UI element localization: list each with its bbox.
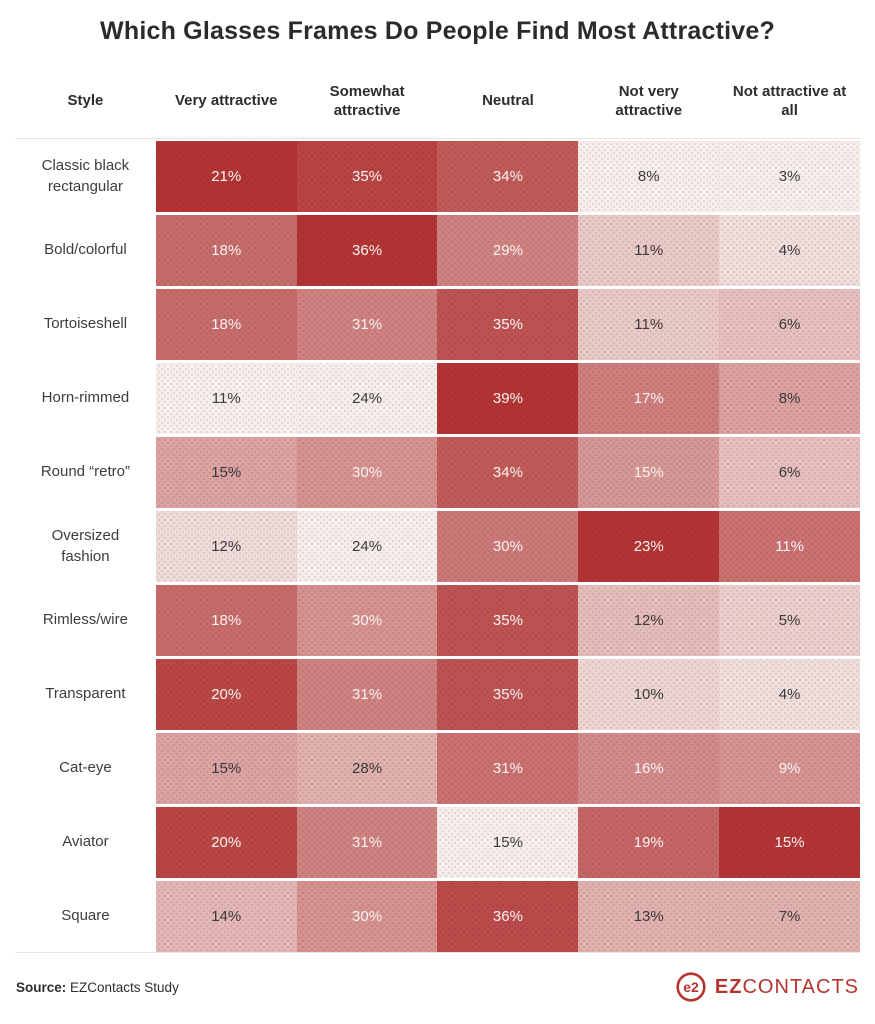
row-label: Square xyxy=(15,881,156,952)
row-label: Bold/colorful xyxy=(15,215,156,286)
heatmap-cell: 30% xyxy=(296,585,438,656)
heatmap-cell: 34% xyxy=(437,437,579,508)
heatmap-cell: 39% xyxy=(437,363,579,434)
row-label: Tortoiseshell xyxy=(15,289,156,360)
heatmap-cell: 12% xyxy=(155,511,297,582)
wordmark-ez: EZ xyxy=(714,975,743,998)
heatmap-cell: 15% xyxy=(437,807,579,878)
heatmap-cell: 6% xyxy=(719,289,860,360)
heatmap-cell: 11% xyxy=(578,289,720,360)
page-title: Which Glasses Frames Do People Find Most… xyxy=(100,17,775,45)
table-row: Aviator 20% 31% 15% 19% 15% xyxy=(15,807,860,878)
heatmap-cell: 19% xyxy=(578,807,720,878)
table-row: Rimless/wire 18% 30% 35% 12% 5% xyxy=(15,585,860,656)
ezcontacts-wordmark: EZCONTACTS xyxy=(715,976,859,999)
heatmap-cell: 15% xyxy=(578,437,720,508)
heatmap-cell: 16% xyxy=(578,733,720,804)
heatmap-cell: 13% xyxy=(578,881,720,952)
heatmap-cell: 12% xyxy=(578,585,720,656)
row-label: Round “retro” xyxy=(15,437,156,508)
column-header-3: Neutral xyxy=(482,92,534,110)
heatmap-cell: 18% xyxy=(155,215,297,286)
heatmap-cell: 7% xyxy=(719,881,860,952)
heatmap-cell: 15% xyxy=(155,437,297,508)
column-header-2: Somewhat attractive xyxy=(329,82,405,120)
row-label: Rimless/wire xyxy=(15,585,156,656)
heatmap-cell: 35% xyxy=(437,289,579,360)
heatmap-cell: 31% xyxy=(437,733,579,804)
column-header-5: Not attractive at all xyxy=(732,82,847,120)
heatmap-cell: 11% xyxy=(578,215,720,286)
heatmap-cell: 11% xyxy=(719,511,860,582)
heatmap-cell: 30% xyxy=(296,437,438,508)
table-row: Classic black rectangular 21% 35% 34% 8% 3% xyxy=(15,141,860,212)
heatmap-cell: 36% xyxy=(296,215,438,286)
heatmap-cell: 31% xyxy=(296,807,438,878)
heatmap-cell: 35% xyxy=(437,585,579,656)
heatmap-cell: 8% xyxy=(578,141,720,212)
heatmap-cell: 15% xyxy=(155,733,297,804)
heatmap-cell: 6% xyxy=(719,437,860,508)
column-header-style: Style xyxy=(67,92,104,110)
heatmap-cell: 10% xyxy=(578,659,720,730)
heatmap-cell: 8% xyxy=(719,363,860,434)
source-note: Source: EZContacts Study xyxy=(16,980,179,995)
heatmap-cell: 29% xyxy=(437,215,579,286)
row-label: Transparent xyxy=(15,659,156,730)
heatmap-cell: 34% xyxy=(437,141,579,212)
heatmap-cell: 28% xyxy=(296,733,438,804)
table-row: Oversized fashion 12% 24% 30% 23% 11% xyxy=(15,511,860,582)
heatmap-cell: 30% xyxy=(296,881,438,952)
heatmap-cell: 11% xyxy=(155,363,297,434)
row-label: Aviator xyxy=(15,807,156,878)
heatmap-cell: 31% xyxy=(296,659,438,730)
row-label: Oversized fashion xyxy=(15,511,156,582)
heatmap-cell: 15% xyxy=(719,807,860,878)
wordmark-contacts: CONTACTS xyxy=(742,975,859,998)
heatmap-cell: 23% xyxy=(578,511,720,582)
column-header-4: Not very attractive xyxy=(615,82,683,120)
ezcontacts-logo-icon: e2 xyxy=(676,972,706,1002)
table-row: Square 14% 30% 36% 13% 7% xyxy=(15,881,860,952)
row-label: Classic black rectangular xyxy=(15,141,156,212)
table-row: Tortoiseshell 18% 31% 35% 11% 6% xyxy=(15,289,860,360)
heatmap-cell: 3% xyxy=(719,141,860,212)
source-text: EZContacts Study xyxy=(66,979,179,995)
table-row: Round “retro” 15% 30% 34% 15% 6% xyxy=(15,437,860,508)
heatmap-cell: 35% xyxy=(296,141,438,212)
heatmap-cell: 4% xyxy=(719,659,860,730)
ezcontacts-logo: e2 EZCONTACTS xyxy=(675,971,859,1003)
logo-mark-glyph: e2 xyxy=(683,979,699,995)
heatmap-cell: 36% xyxy=(437,881,579,952)
heatmap-cell: 4% xyxy=(719,215,860,286)
heatmap-rows: Classic black rectangular 21% 35% 34% 8% 3% Bo… xyxy=(15,141,860,953)
table-row: Bold/colorful 18% 36% 29% 11% 4% xyxy=(15,215,860,286)
heatmap-cell: 24% xyxy=(296,511,438,582)
table-row: Transparent 20% 31% 35% 10% 4% xyxy=(15,659,860,730)
source-label: Source: xyxy=(16,979,67,995)
table-row: Horn-rimmed 11% 24% 39% 17% 8% xyxy=(15,363,860,434)
heatmap-cell: 17% xyxy=(578,363,720,434)
table-header-row: Style Very attractive Somewhat attractive N… xyxy=(15,64,860,139)
row-label: Horn-rimmed xyxy=(15,363,156,434)
heatmap-cell: 31% xyxy=(296,289,438,360)
footer: Source: EZContacts Study e2 EZCONTACTS xyxy=(0,955,875,1019)
heatmap-table: Style Very attractive Somewhat attractive N… xyxy=(15,64,860,953)
heatmap-cell: 14% xyxy=(155,881,297,952)
heatmap-cell: 35% xyxy=(437,659,579,730)
heatmap-cell: 18% xyxy=(155,289,297,360)
column-header-1: Very attractive xyxy=(174,92,278,110)
heatmap-cell: 20% xyxy=(155,659,297,730)
row-label: Cat-eye xyxy=(15,733,156,804)
heatmap-cell: 30% xyxy=(437,511,579,582)
heatmap-cell: 24% xyxy=(296,363,438,434)
heatmap-cell: 9% xyxy=(719,733,860,804)
heatmap-cell: 18% xyxy=(155,585,297,656)
heatmap-cell: 20% xyxy=(155,807,297,878)
heatmap-cell: 5% xyxy=(719,585,860,656)
heatmap-cell: 21% xyxy=(155,141,297,212)
table-row: Cat-eye 15% 28% 31% 16% 9% xyxy=(15,733,860,804)
